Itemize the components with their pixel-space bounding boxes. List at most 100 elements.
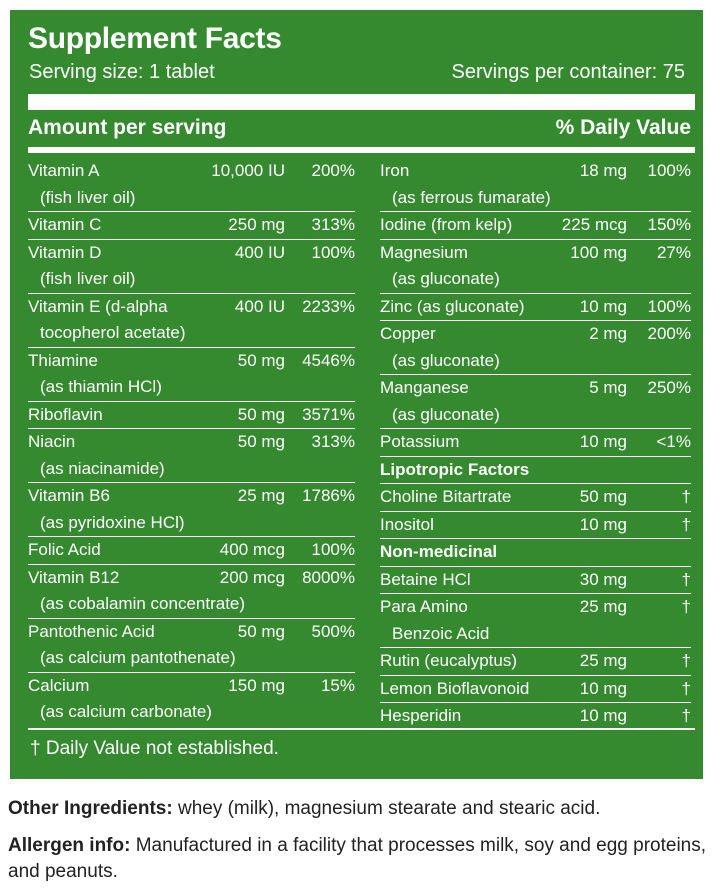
nutrient-source: (as niacinamide) bbox=[40, 458, 165, 478]
nutrient-row: Rutin (eucalyptus) 25 mg † bbox=[380, 648, 691, 676]
nutrient-daily-value: 8000% bbox=[302, 567, 355, 587]
nutrient-daily-value: 500% bbox=[311, 621, 355, 641]
nutrient-name: Riboflavin bbox=[28, 404, 103, 424]
nutrient-amount: 400 IU bbox=[234, 242, 285, 262]
nutrient-row: Inositol 10 mg † bbox=[380, 512, 691, 539]
nutrient-row: Thiamine 50 mg 4546% (as thiamin HCl) bbox=[28, 348, 355, 402]
nutrient-amount: 10 mg bbox=[579, 296, 627, 316]
nutrient-row: Vitamin B6 25 mg 1786% (as pyridoxine HCl) bbox=[28, 483, 355, 537]
nutrient-daily-value: 1786% bbox=[302, 486, 355, 505]
nutrient-name: Calcium bbox=[28, 675, 90, 695]
nutrient-source: (as pyridoxine HCl) bbox=[40, 512, 185, 532]
amount-per-serving-header: Amount per serving bbox=[28, 116, 227, 139]
nutrient-name: Vitamin B12 bbox=[28, 567, 120, 587]
nutrient-amount: 25 mg bbox=[579, 651, 627, 670]
nutrient-amount: 400 mcg bbox=[219, 540, 285, 559]
nutrient-row: Vitamin C 250 mg 313% bbox=[28, 212, 355, 240]
nutrient-daily-value: † bbox=[681, 678, 691, 698]
nutrient-amount: 50 mg bbox=[237, 404, 285, 424]
nutrient-daily-value: † bbox=[681, 487, 691, 506]
nutrient-daily-value: 100% bbox=[647, 161, 691, 180]
nutrient-name: Copper bbox=[380, 324, 436, 343]
nutrient-source: (as gluconate) bbox=[392, 269, 500, 288]
nutrient-source: (as cobalamin concentrate) bbox=[40, 594, 246, 613]
nutrient-name: Vitamin D bbox=[28, 242, 102, 262]
medium-divider bbox=[28, 147, 695, 153]
nutrient-daily-value: 4546% bbox=[302, 350, 355, 370]
nutrient-source: Benzoic Acid bbox=[392, 623, 490, 643]
nutrient-daily-value: 100% bbox=[647, 296, 691, 316]
allergen-label: Allergen info: bbox=[8, 835, 131, 856]
nutrient-row: Iodine (from kelp) 225 mcg 150% bbox=[380, 212, 691, 240]
nutrient-name: Niacin bbox=[28, 432, 76, 451]
nutrient-name: Potassium bbox=[380, 432, 460, 451]
nutrient-source: (as ferrous fumarate) bbox=[392, 187, 551, 207]
nutrient-name: Pantothenic Acid bbox=[28, 621, 155, 641]
allergen-text: Manufactured in a facility that processe… bbox=[8, 835, 707, 882]
right-nutrient-column: Iron 18 mg 100% (as ferrous fumarate) Iodine… bbox=[380, 158, 691, 730]
nutrient-name: Inositol bbox=[380, 514, 434, 534]
other-ingredients-label: Other Ingredients: bbox=[8, 798, 173, 819]
nutrient-amount: 10 mg bbox=[579, 678, 627, 698]
nutrient-daily-value: 15% bbox=[320, 675, 355, 695]
nutrient-amount: 10,000 IU bbox=[211, 161, 285, 180]
nutrient-daily-value: † bbox=[681, 569, 691, 589]
panel-title: Supplement Facts bbox=[28, 22, 282, 55]
nutrient-amount: 10 mg bbox=[579, 514, 627, 534]
nutrient-name: Magnesium bbox=[380, 242, 468, 262]
nutrient-amount: 25 mg bbox=[237, 486, 285, 505]
nutrient-name: Hesperidin bbox=[380, 706, 462, 725]
nutrient-daily-value: 100% bbox=[311, 242, 355, 262]
daily-value-header: % Daily Value bbox=[555, 116, 691, 139]
nutrient-row: Niacin 50 mg 313% (as niacinamide) bbox=[28, 429, 355, 483]
supplement-facts-panel: Supplement Facts Serving size: 1 tablet … bbox=[10, 10, 703, 779]
nutrient-row: Choline Bitartrate 50 mg † bbox=[380, 484, 691, 512]
nutrient-amount: 10 mg bbox=[579, 706, 627, 725]
bottom-divider bbox=[28, 728, 695, 730]
section-heading-label: Non-medicinal bbox=[380, 542, 498, 561]
allergen-info: Allergen info: Manufactured in a facilit… bbox=[8, 833, 708, 885]
nutrient-source: tocopherol acetate) bbox=[40, 323, 186, 342]
other-ingredients-text: whey (milk), magnesium stearate and stea… bbox=[172, 798, 601, 819]
nutrient-name: Zinc (as gluconate) bbox=[380, 296, 525, 316]
nutrient-daily-value: † bbox=[681, 597, 691, 616]
nutrient-daily-value: 100% bbox=[311, 540, 355, 559]
nutrient-source: (fish liver oil) bbox=[40, 269, 136, 288]
nutrient-amount: 50 mg bbox=[237, 432, 285, 451]
nutrient-name: Folic Acid bbox=[28, 540, 101, 559]
left-nutrient-column: Vitamin A 10,000 IU 200% (fish liver oil) Vi… bbox=[28, 158, 355, 726]
nutrient-name: Vitamin A bbox=[28, 161, 100, 180]
nutrient-name: Vitamin B6 bbox=[28, 486, 110, 505]
nutrient-amount: 50 mg bbox=[237, 350, 285, 370]
nutrient-amount: 30 mg bbox=[579, 569, 627, 589]
serving-size: Serving size: 1 tablet bbox=[29, 61, 215, 83]
nutrient-amount: 200 mcg bbox=[219, 567, 285, 587]
nutrient-row: Lemon Bioflavonoid 10 mg † bbox=[380, 676, 691, 703]
nutrient-row: Riboflavin 50 mg 3571% bbox=[28, 402, 355, 429]
nutrient-daily-value: 313% bbox=[311, 215, 355, 234]
nutrient-daily-value: 3571% bbox=[302, 404, 355, 424]
nutrient-daily-value: 200% bbox=[647, 324, 691, 343]
nutrient-row: Copper 2 mg 200% (as gluconate) bbox=[380, 321, 691, 375]
nutrient-row: Manganese 5 mg 250% (as gluconate) bbox=[380, 375, 691, 429]
nutrient-name: Lemon Bioflavonoid bbox=[380, 678, 530, 698]
nutrient-daily-value: 313% bbox=[311, 432, 355, 451]
nutrient-name: Betaine HCl bbox=[380, 569, 471, 589]
nutrient-row: Vitamin A 10,000 IU 200% (fish liver oil) bbox=[28, 158, 355, 212]
nutrient-name: Para Amino bbox=[380, 597, 468, 616]
nutrient-source: (as calcium carbonate) bbox=[40, 702, 212, 721]
nutrient-name: Manganese bbox=[380, 378, 469, 397]
nutrient-daily-value: 2233% bbox=[302, 296, 355, 316]
nutrient-amount: 50 mg bbox=[237, 621, 285, 641]
nutrient-daily-value: 150% bbox=[647, 215, 691, 234]
nutrient-amount: 2 mg bbox=[589, 324, 627, 343]
nutrient-row: Para Amino 25 mg † Benzoic Acid bbox=[380, 594, 691, 648]
nutrient-amount: 225 mcg bbox=[561, 215, 627, 234]
nutrient-row: Pantothenic Acid 50 mg 500% (as calcium pan… bbox=[28, 619, 355, 673]
nutrient-amount: 10 mg bbox=[579, 432, 627, 451]
nutrient-daily-value: † bbox=[681, 706, 691, 725]
nutrient-daily-value: 200% bbox=[311, 161, 355, 180]
nutrient-source: (as calcium pantothenate) bbox=[40, 648, 236, 667]
thick-divider bbox=[28, 94, 695, 110]
other-ingredients: Other Ingredients: whey (milk), magnesiu… bbox=[8, 796, 708, 822]
